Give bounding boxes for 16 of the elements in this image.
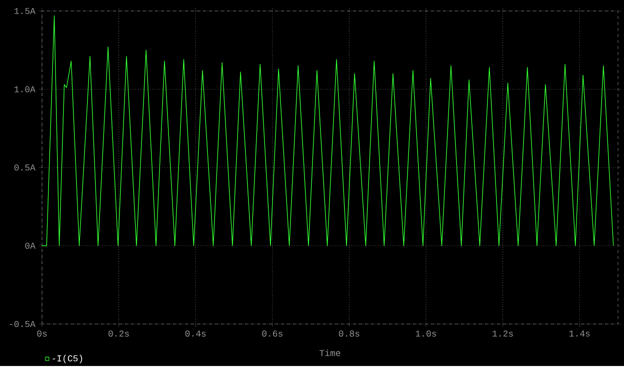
x-axis-title: Time [320, 350, 340, 356]
x-tick-label: 0s [37, 330, 47, 337]
y-tick-label: 0A [25, 242, 36, 249]
y-tick-label: 1.0A [14, 86, 36, 92]
legend-label: -I(C5) [52, 354, 82, 364]
y-tick-label: 0.5A [14, 164, 36, 171]
y-tick-label: 1.5A [14, 8, 36, 14]
line-series [42, 15, 614, 246]
y-tick-label: -0.5A [10, 321, 36, 328]
x-tick-label: 1.4s [569, 330, 590, 337]
x-tick-label: 1.0s [416, 330, 436, 337]
x-tick-label: 1.2s [492, 330, 513, 337]
x-tick-label: 0.8s [338, 330, 360, 337]
x-tick-label: 0.6s [262, 330, 282, 337]
x-tick-label: 0.2s [108, 330, 129, 337]
x-tick-label: 0.4s [185, 330, 206, 337]
